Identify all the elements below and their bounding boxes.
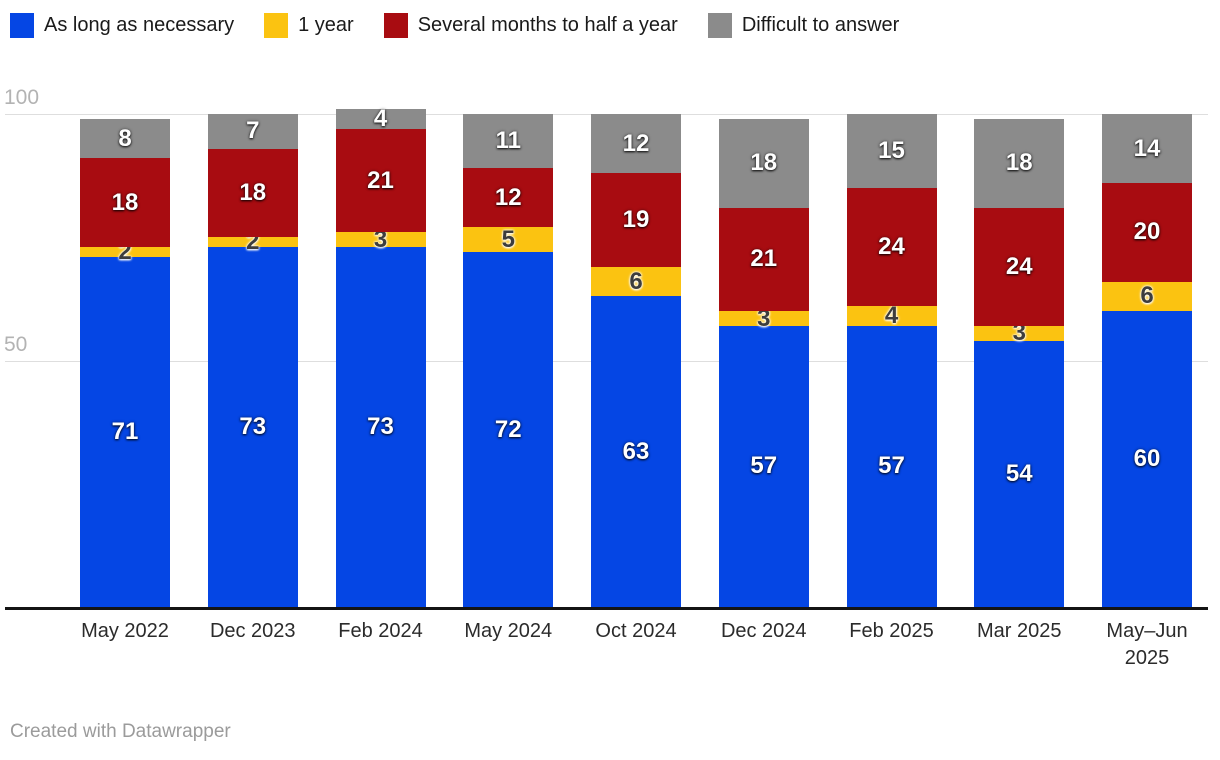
legend-swatch-icon xyxy=(10,13,34,38)
bar-segment xyxy=(591,296,681,607)
bar-segment xyxy=(1102,281,1192,312)
y-axis-tick-label: 50 xyxy=(4,332,28,356)
x-axis-tick-label: May–Jun 2025 xyxy=(1106,620,1188,669)
bar-segment xyxy=(335,109,426,129)
bar-segment xyxy=(463,227,554,253)
legend-swatch-icon xyxy=(383,13,408,38)
bar-segment xyxy=(718,207,809,312)
bar-segment xyxy=(207,247,298,607)
x-axis-tick-label: Oct 2024 xyxy=(595,620,677,642)
x-axis-tick-label: Dec 2024 xyxy=(720,620,807,642)
bar-segment xyxy=(718,118,809,208)
bar-segment xyxy=(974,340,1065,607)
bar-segment xyxy=(1102,183,1192,282)
legend-item-1: As long as necessary xyxy=(10,13,234,38)
legend-swatch-icon xyxy=(707,13,732,38)
legend-item-3: Several months to half a year xyxy=(383,13,678,38)
bar-segment xyxy=(1102,114,1192,184)
bar-segment xyxy=(463,114,554,169)
bar-segment xyxy=(974,207,1065,326)
x-axis-tick-label: Feb 2024 xyxy=(338,620,423,642)
legend-item-4: Difficult to answer xyxy=(707,13,900,38)
bar-segment xyxy=(207,148,298,238)
legend-swatch-icon xyxy=(264,13,289,38)
legend-item-label: Several months to half a year xyxy=(417,14,678,36)
bar-segment xyxy=(591,266,681,297)
bar-segment xyxy=(718,311,809,326)
legend-item-label: As long as necessary xyxy=(44,14,235,36)
bar-segment xyxy=(335,247,426,607)
bar-segment xyxy=(80,118,170,159)
bar-segment xyxy=(846,187,937,307)
bar-segment xyxy=(846,325,937,607)
legend-item-label: Difficult to answer xyxy=(741,14,900,36)
bar-segment xyxy=(207,237,298,248)
bar-segment xyxy=(80,247,170,257)
x-axis-line xyxy=(5,607,1208,610)
bar-segment xyxy=(846,306,937,326)
x-axis-tick-label: May 2022 xyxy=(81,620,169,642)
credit-line: Created with Datawrapper xyxy=(10,721,231,742)
bar-segment xyxy=(591,114,681,174)
bar-segment xyxy=(718,325,809,607)
y-axis-tick-label: 100 xyxy=(4,86,40,109)
x-axis-tick-label: Feb 2025 xyxy=(849,620,934,642)
bar-segment xyxy=(463,168,554,228)
legend-item-2: 1 year xyxy=(264,13,354,38)
x-axis-tick-label: Dec 2023 xyxy=(209,620,296,642)
bar-segment xyxy=(335,232,426,248)
bar-segment xyxy=(1102,311,1192,607)
legend-item-label: 1 year xyxy=(298,14,354,36)
bar-segment xyxy=(846,114,937,188)
bar-segment xyxy=(207,114,298,149)
x-axis-tick-label: May 2024 xyxy=(464,620,553,642)
bar-segment xyxy=(974,118,1065,208)
bar-segment xyxy=(80,158,170,248)
bar-segment xyxy=(335,128,426,233)
bar-segment xyxy=(463,252,554,607)
bar-segment xyxy=(974,325,1065,341)
bar-segment xyxy=(591,173,681,267)
bar-segment xyxy=(80,256,170,607)
x-axis-tick-label: Mar 2025 xyxy=(977,620,1062,642)
legend: As long as necessary 1 year Several months… xyxy=(10,13,899,38)
